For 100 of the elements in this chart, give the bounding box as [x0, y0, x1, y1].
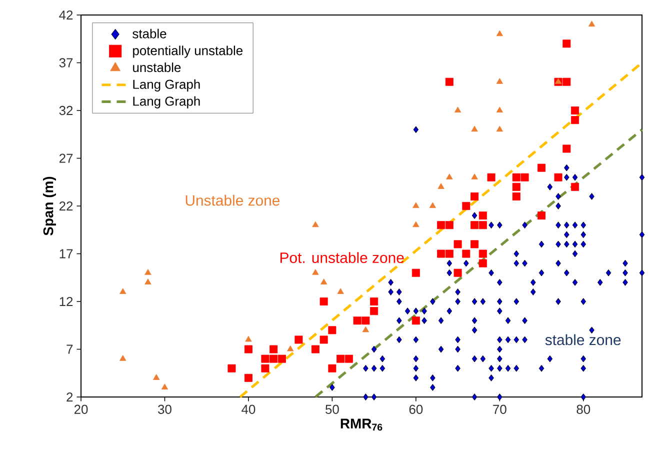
point	[362, 326, 370, 332]
point	[478, 259, 487, 268]
legend-label: Lang Graph	[133, 79, 200, 92]
x-tick-label: 30	[158, 404, 172, 414]
point	[496, 106, 503, 112]
point	[412, 268, 420, 277]
point	[470, 240, 479, 248]
point	[496, 30, 503, 36]
point	[471, 174, 478, 180]
x-axis-title: RMR$_{76}$	[340, 418, 382, 431]
point	[244, 374, 252, 382]
point	[520, 173, 529, 182]
point	[228, 364, 236, 372]
point	[245, 336, 252, 342]
point	[496, 126, 503, 132]
point	[478, 212, 487, 220]
point	[571, 116, 580, 124]
point	[512, 182, 520, 191]
point	[496, 78, 503, 84]
point	[120, 288, 126, 294]
annotation: stable zone	[545, 334, 621, 346]
point	[353, 316, 362, 325]
x-tick-label: 80	[576, 404, 590, 414]
point	[120, 355, 126, 361]
point	[562, 144, 571, 153]
annotation: Unstable zone	[186, 194, 280, 206]
point	[454, 240, 462, 248]
y-tick-label: 37	[59, 58, 73, 68]
point	[487, 173, 496, 182]
x-tick-label: 60	[409, 404, 423, 414]
y-tick-label: 27	[59, 154, 73, 163]
point	[412, 202, 420, 208]
y-axis-title: Span (m)	[42, 176, 56, 236]
point	[437, 250, 446, 258]
point	[270, 354, 278, 363]
point	[470, 221, 479, 230]
point	[470, 192, 479, 200]
annotation: Pot. unstable zone	[280, 252, 404, 264]
x-tick-label: 20	[74, 404, 88, 414]
y-tick-label: 7	[66, 344, 73, 354]
y-tick-label: 12	[60, 296, 73, 306]
point	[562, 78, 571, 86]
point	[478, 250, 487, 258]
point	[438, 183, 444, 189]
point	[161, 384, 168, 390]
point	[328, 364, 336, 372]
point	[571, 106, 580, 114]
point	[454, 268, 462, 277]
point	[370, 298, 378, 306]
point	[294, 336, 303, 344]
y-tick-label: 2	[66, 392, 73, 402]
point	[244, 345, 252, 354]
point	[261, 354, 270, 363]
point	[588, 20, 596, 27]
point	[344, 354, 353, 363]
point	[287, 345, 294, 352]
point	[462, 250, 470, 258]
point	[471, 126, 478, 132]
point	[362, 316, 370, 325]
point	[278, 354, 286, 363]
legend-label: Lang Graph	[133, 96, 200, 108]
point	[412, 221, 420, 228]
x-tick-label: 50	[326, 404, 339, 414]
point	[538, 164, 546, 172]
point	[554, 173, 562, 182]
point	[445, 250, 454, 258]
point	[270, 345, 278, 354]
legend-label: unstable	[133, 62, 181, 72]
point	[412, 316, 420, 325]
point	[445, 78, 454, 86]
point	[153, 374, 160, 380]
x-tick-label: 40	[242, 404, 256, 414]
point	[320, 298, 328, 306]
point	[437, 221, 446, 230]
point	[261, 364, 270, 372]
point	[538, 212, 546, 220]
point	[445, 221, 454, 230]
y-tick-label: 22	[59, 201, 73, 211]
y-tick-label: 17	[60, 249, 73, 258]
point	[312, 221, 319, 228]
point	[311, 345, 320, 354]
point	[562, 40, 571, 48]
point	[454, 106, 462, 112]
legend-label: potentially unstable	[133, 46, 243, 58]
y-tick-label: 32	[59, 106, 73, 116]
point	[337, 288, 344, 294]
point	[512, 173, 520, 182]
point	[446, 174, 453, 180]
point	[571, 182, 580, 191]
point	[320, 278, 328, 284]
y-tick-label: 42	[59, 10, 73, 20]
x-tick-label: 70	[493, 404, 506, 414]
point	[336, 354, 345, 363]
legend-label: stable	[132, 28, 166, 38]
point	[462, 202, 470, 210]
point	[512, 192, 520, 200]
point	[320, 336, 328, 344]
point	[312, 269, 319, 275]
point	[429, 202, 436, 208]
point	[478, 221, 487, 230]
